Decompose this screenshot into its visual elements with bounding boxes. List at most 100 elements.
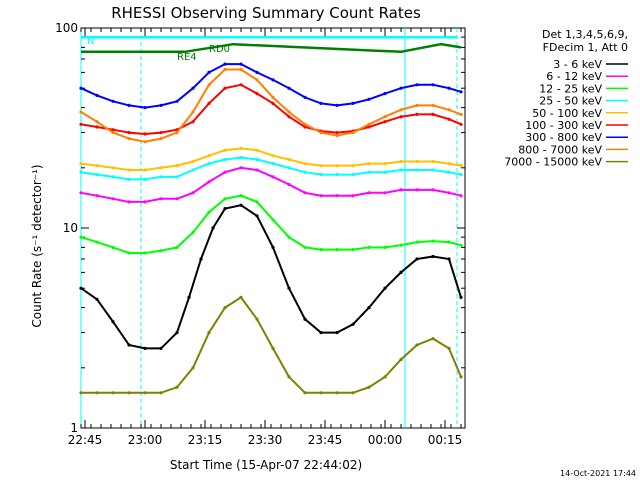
data-point (287, 166, 291, 170)
data-point (271, 175, 275, 179)
data-point (335, 103, 339, 107)
data-point (95, 120, 99, 124)
data-point (351, 131, 355, 135)
data-point (351, 173, 355, 177)
data-point (431, 188, 435, 192)
legend: Det 1,3,4,5,6,9,FDecim 1, Att 0 3 - 6 keV… (504, 28, 628, 169)
data-point (255, 148, 259, 152)
data-point (223, 207, 227, 211)
data-point (127, 131, 131, 135)
data-point (95, 93, 99, 97)
data-point (143, 168, 147, 172)
data-point (111, 391, 115, 395)
data-point (383, 115, 387, 119)
data-point (367, 306, 371, 310)
data-point (127, 251, 131, 255)
data-point (415, 240, 419, 244)
data-point (287, 115, 291, 119)
data-point (191, 230, 195, 235)
data-point (255, 214, 259, 218)
data-point (303, 391, 307, 395)
data-point (207, 154, 211, 158)
data-point (79, 170, 83, 174)
data-point (127, 200, 131, 204)
data-point (447, 86, 451, 90)
data-point (79, 391, 83, 395)
data-point (447, 108, 451, 112)
data-point (351, 194, 355, 198)
data-point (383, 375, 387, 379)
data-point (187, 295, 191, 299)
data-point (207, 70, 211, 74)
data-point (271, 346, 275, 350)
data-point (459, 164, 463, 168)
data-point (191, 110, 195, 114)
data-point (191, 191, 195, 195)
data-point (399, 357, 403, 362)
data-point (399, 243, 403, 247)
data-point (431, 159, 435, 164)
data-point (143, 106, 147, 110)
data-point (255, 78, 259, 82)
data-point (239, 67, 243, 72)
data-point (191, 120, 195, 124)
data-point (143, 346, 147, 350)
data-point (79, 286, 83, 290)
y-tick-label: 10 (63, 221, 78, 235)
data-point (95, 173, 99, 177)
data-point (175, 164, 179, 168)
data-point (319, 131, 323, 135)
data-point (351, 101, 355, 105)
annotation-label: N (87, 36, 94, 47)
data-point (143, 177, 147, 181)
y-axis-label: Count Rate (s⁻¹ detector⁻¹) (30, 164, 44, 327)
data-point (415, 168, 419, 172)
data-point (319, 248, 323, 252)
data-point (415, 83, 419, 87)
data-point (367, 162, 371, 166)
legend-entry-label: 25 - 50 keV (539, 95, 602, 108)
data-point (95, 297, 99, 301)
data-point (79, 86, 83, 90)
data-point (191, 366, 195, 370)
data-point (459, 122, 463, 126)
data-point (111, 320, 115, 324)
data-point (351, 391, 355, 395)
data-point (383, 92, 387, 96)
data-point (175, 197, 179, 201)
data-point (335, 133, 339, 138)
data-point (447, 117, 451, 121)
data-point (399, 108, 403, 112)
data-point (239, 62, 243, 66)
data-point (383, 245, 387, 249)
data-point (159, 137, 163, 141)
data-point (223, 170, 227, 174)
data-point (223, 148, 227, 152)
legend-entry-label: 12 - 25 keV (539, 82, 602, 95)
data-point (447, 257, 451, 261)
data-point (459, 295, 463, 299)
data-point (399, 270, 403, 274)
data-point (79, 235, 83, 239)
data-point (223, 306, 227, 310)
data-point (127, 391, 131, 395)
data-point (95, 125, 99, 129)
data-point (415, 257, 419, 261)
data-point (223, 157, 227, 162)
data-point (367, 191, 371, 195)
x-tick-label: 23:30 (248, 433, 283, 447)
data-point (111, 245, 115, 249)
data-point (367, 97, 371, 101)
data-point (271, 218, 275, 222)
data-point (79, 162, 83, 166)
x-tick-label: 23:45 (308, 433, 343, 447)
data-point (447, 170, 451, 174)
legend-entry-label: 300 - 800 keV (525, 131, 602, 144)
data-point (399, 188, 403, 192)
data-point (127, 343, 131, 347)
x-tick-label: 22:45 (68, 433, 103, 447)
data-point (431, 83, 435, 87)
footer-timestamp: 14-Oct-2021 17:44 (560, 469, 636, 478)
data-point (159, 346, 163, 350)
